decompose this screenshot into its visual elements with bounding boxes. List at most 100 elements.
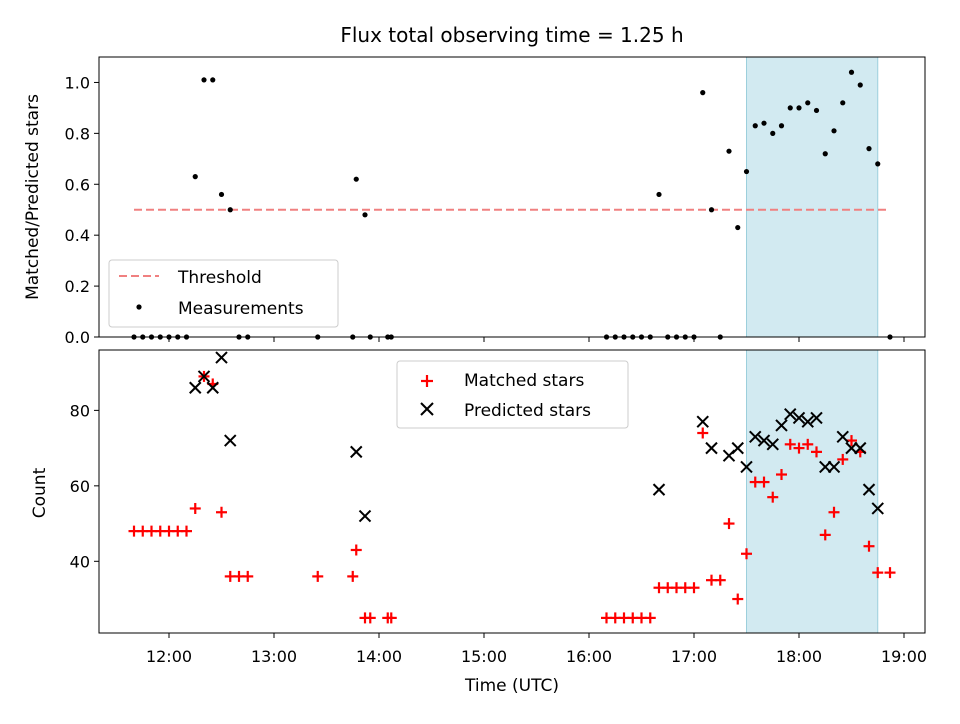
matched-star-marker <box>811 446 822 458</box>
measurement-point <box>875 161 881 167</box>
ratio-y-tick-label: 0.2 <box>65 277 90 296</box>
matched-star-marker <box>714 574 726 586</box>
predicted-star-marker <box>350 445 363 459</box>
predicted-star-marker <box>819 460 832 474</box>
ratio-panel-frame <box>98 56 926 338</box>
count-y-tick-label: 40 <box>70 552 90 571</box>
ratio-y-tick-label: 0.8 <box>65 124 90 143</box>
matched-star-marker <box>884 567 896 579</box>
measurement-point <box>778 123 785 129</box>
predicted-star-marker <box>652 483 666 496</box>
chart-title: Flux total observing time = 1.25 h <box>340 23 683 47</box>
matched-star-marker <box>723 518 735 530</box>
count-x-tick-label: 14:00 <box>356 647 402 666</box>
ratio-y-tick-label: 0.0 <box>65 328 90 347</box>
predicted-star-marker <box>836 430 849 443</box>
matched-star-marker <box>242 570 254 582</box>
measurement-point <box>813 107 820 114</box>
predicted-star-marker <box>784 407 797 421</box>
count-x-tick-label: 13:00 <box>251 647 297 666</box>
observing-window-shade <box>746 56 879 338</box>
measurement-point <box>805 100 811 106</box>
predicted-star-marker <box>810 411 823 425</box>
matched-star-marker <box>216 506 227 518</box>
matched-star-marker <box>347 570 359 582</box>
predicted-star-marker <box>740 460 753 474</box>
measurement-point <box>201 77 207 83</box>
matched-star-marker <box>644 612 656 624</box>
measurement-point <box>848 69 855 75</box>
matched-legend-label: Matched stars <box>464 371 584 391</box>
matched-star-marker <box>819 529 831 541</box>
predicted-star-marker <box>845 441 858 455</box>
predicted-star-marker <box>705 441 718 455</box>
ratio-y-ticks: 0.0 0.2 0.4 0.6 0.8 1.0 <box>65 73 99 347</box>
measurement-point <box>362 212 368 218</box>
measurement-point <box>752 123 758 129</box>
x-axis-label: Time (UTC) <box>464 676 559 696</box>
matched-star-marker <box>758 476 770 488</box>
measurement-point <box>656 191 662 198</box>
predicted-star-marker <box>792 411 806 425</box>
count-y-ticks: 40 60 80 <box>70 401 99 571</box>
predicted-stars-points <box>189 351 884 523</box>
predicted-star-marker <box>757 434 771 447</box>
matched-star-marker <box>350 544 362 556</box>
matched-star-marker <box>312 570 324 582</box>
count-x-tick-label: 16:00 <box>566 647 612 666</box>
measurement-point <box>708 207 715 213</box>
predicted-star-marker <box>775 419 788 432</box>
ratio-x-ticks <box>168 337 905 342</box>
count-x-tick-label: 17:00 <box>671 647 717 666</box>
matched-star-marker <box>802 438 814 450</box>
matched-legend-swatch <box>421 375 433 387</box>
matched-star-marker <box>872 567 884 579</box>
ratio-y-tick-label: 0.4 <box>65 226 90 245</box>
count-y-axis-label: Count <box>30 467 50 518</box>
measurement-point <box>227 207 233 213</box>
matched-star-marker <box>688 582 700 594</box>
predicted-star-marker <box>206 381 219 394</box>
matched-star-marker <box>732 593 744 605</box>
matched-star-marker <box>863 540 875 552</box>
predicted-star-marker <box>871 502 884 515</box>
measurement-point <box>770 130 776 136</box>
count-legend: Matched stars Predicted stars <box>396 360 629 429</box>
ratio-y-tick-label: 0.6 <box>65 175 90 194</box>
measurements-legend-label: Measurements <box>178 299 304 319</box>
ratio-panel: 0.0 0.2 0.4 0.6 0.8 1.0 Flux total observing … <box>23 23 926 347</box>
predicted-star-marker <box>696 415 709 428</box>
measurement-point <box>787 105 793 111</box>
measurement-point <box>700 90 706 96</box>
observing-window-shade <box>746 349 879 634</box>
measurement-point <box>743 168 750 175</box>
measurement-point <box>866 146 872 152</box>
predicted-star-marker <box>827 460 841 474</box>
ratio-y-axis-label: Matched/Predicted stars <box>23 94 43 300</box>
measurement-point <box>796 105 802 111</box>
count-panel: 40 60 80 12:00 13:00 14:00 15:00 16:00 17:00 18:… <box>30 349 927 696</box>
ratio-y-tick-label: 1.0 <box>65 73 90 92</box>
predicted-legend-swatch <box>420 402 434 416</box>
predicted-star-marker <box>854 441 867 455</box>
measurement-point <box>831 128 837 134</box>
matched-star-marker <box>181 525 192 537</box>
measurement-point <box>210 77 216 83</box>
matched-star-marker <box>793 442 805 454</box>
measurement-point <box>192 174 198 180</box>
predicted-star-marker <box>862 483 876 496</box>
measurement-point <box>735 224 741 231</box>
matched-star-marker <box>189 502 201 514</box>
ratio-legend: Threshold Measurements <box>108 259 339 328</box>
matched-star-marker <box>697 427 709 439</box>
count-x-tick-label: 19:00 <box>881 647 927 666</box>
matched-star-marker <box>385 612 397 624</box>
predicted-star-marker <box>197 370 211 383</box>
predicted-star-marker <box>189 381 202 394</box>
measurement-point <box>840 100 846 106</box>
measurement-point <box>822 151 828 157</box>
count-y-tick-label: 60 <box>70 477 90 496</box>
measurement-point <box>857 82 863 88</box>
count-x-tick-label: 18:00 <box>776 647 822 666</box>
matched-star-marker <box>784 438 796 450</box>
